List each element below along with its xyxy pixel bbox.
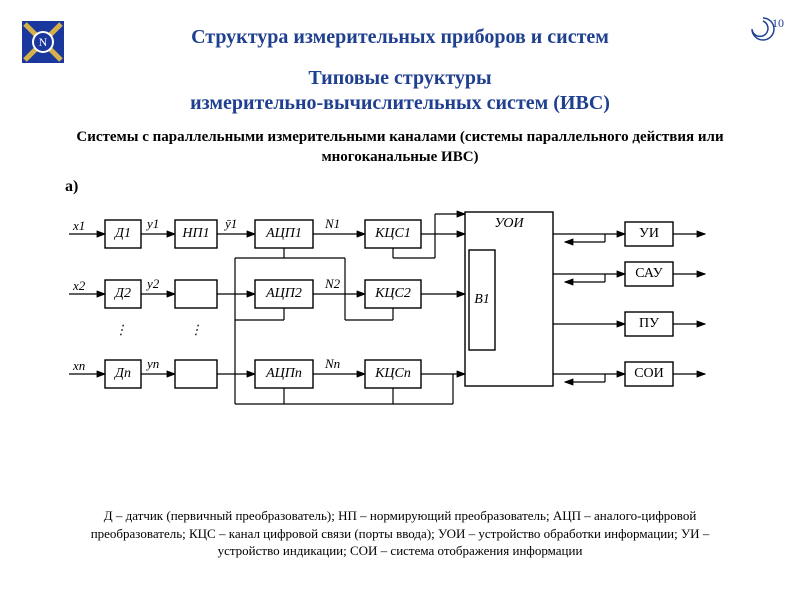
- title-b-line1: Типовые структуры: [308, 67, 491, 89]
- sig-n2: N2: [324, 276, 341, 291]
- lbl-kcs2: КЦС2: [374, 286, 411, 301]
- lbl-dn: Дn: [113, 366, 131, 381]
- lbl-uoi: УОИ: [494, 216, 524, 231]
- sig-x1: x1: [72, 218, 85, 233]
- lbl-out-sau: САУ: [635, 266, 663, 281]
- sig-nn: Nn: [324, 356, 340, 371]
- lbl-b1: В1: [474, 292, 490, 307]
- subtitle: Системы с параллельными измерительными к…: [60, 128, 740, 167]
- lbl-adc1: АЦП1: [265, 226, 302, 241]
- sig-x2: x2: [72, 278, 86, 293]
- block-diagram: а) x1 Д1 y1 НП1 ȳ1 АЦП1 N1 КЦС1 x2 Д2 y2: [65, 178, 725, 448]
- sig-n1: N1: [324, 216, 340, 231]
- title-b-line2: измерительно-вычислительных систем (ИВС): [190, 92, 610, 114]
- lbl-np1: НП1: [181, 226, 209, 241]
- lbl-d1: Д1: [113, 226, 131, 241]
- lbl-adc2: АЦП2: [265, 286, 302, 301]
- lbl-kcsn: КЦСn: [374, 366, 411, 381]
- lbl-adcn: АЦПn: [265, 366, 302, 381]
- sig-y2: y2: [145, 276, 160, 291]
- lbl-out-pu: ПУ: [639, 316, 659, 331]
- sig-ybar1: ȳ1: [223, 216, 237, 231]
- lbl-d2: Д2: [113, 286, 131, 301]
- sig-yn: yn: [145, 356, 159, 371]
- title-a: Структура измерительных приборов и систе…: [0, 26, 800, 49]
- lbl-out-ui: УИ: [639, 226, 659, 241]
- diagram-svg: x1 Д1 y1 НП1 ȳ1 АЦП1 N1 КЦС1 x2 Д2 y2 АЦ…: [65, 194, 725, 444]
- svg-text:⋮: ⋮: [190, 322, 203, 337]
- title-b: Типовые структуры измерительно-вычислите…: [0, 66, 800, 116]
- sig-xn: xn: [72, 358, 85, 373]
- lbl-kcs1: КЦС1: [374, 226, 411, 241]
- sig-y1: y1: [145, 216, 159, 231]
- lbl-out-soi: СОИ: [634, 366, 664, 381]
- legend: Д – датчик (первичный преобразователь); …: [60, 507, 740, 560]
- svg-text:⋮: ⋮: [115, 322, 128, 337]
